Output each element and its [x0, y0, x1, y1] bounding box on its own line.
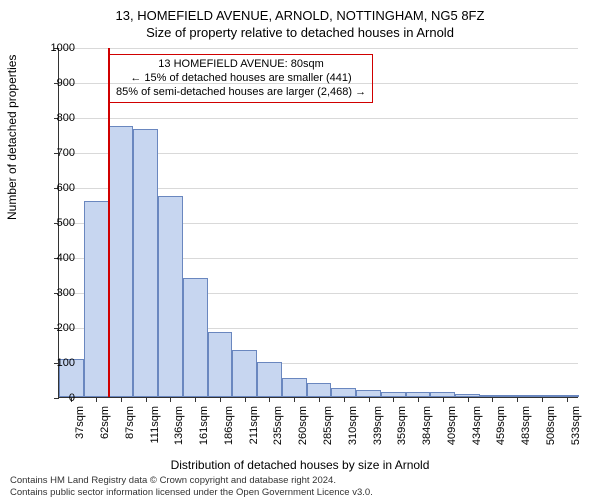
annotation-box: 13 HOMEFIELD AVENUE: 80sqm ← 15% of deta…	[109, 54, 373, 103]
x-tick-mark	[542, 397, 543, 402]
plot-area: 13 HOMEFIELD AVENUE: 80sqm ← 15% of deta…	[58, 48, 578, 398]
x-tick-mark	[468, 397, 469, 402]
x-tick-label: 384sqm	[421, 406, 433, 454]
histogram-bar	[307, 383, 332, 397]
annot-line-1: 13 HOMEFIELD AVENUE: 80sqm	[116, 58, 366, 72]
x-axis-label: Distribution of detached houses by size …	[0, 458, 600, 472]
x-tick-mark	[393, 397, 394, 402]
x-tick-label: 409sqm	[446, 406, 458, 454]
histogram-bar	[331, 388, 356, 397]
x-tick-label: 434sqm	[471, 406, 483, 454]
y-tick-label: 800	[35, 112, 75, 124]
annot-line-2: ← 15% of detached houses are smaller (44…	[116, 72, 366, 86]
y-tick-label: 0	[35, 392, 75, 404]
histogram-bar	[208, 332, 233, 397]
x-tick-label: 37sqm	[74, 406, 86, 454]
y-tick-label: 900	[35, 77, 75, 89]
footer: Contains HM Land Registry data © Crown c…	[10, 475, 373, 498]
x-tick-mark	[245, 397, 246, 402]
histogram-bar	[133, 129, 158, 397]
histogram-bar	[356, 390, 381, 397]
x-tick-label: 459sqm	[495, 406, 507, 454]
x-tick-label: 186sqm	[223, 406, 235, 454]
y-tick-label: 700	[35, 147, 75, 159]
x-tick-label: 87sqm	[124, 406, 136, 454]
x-tick-mark	[269, 397, 270, 402]
gridline	[59, 48, 578, 49]
x-tick-mark	[492, 397, 493, 402]
title-line-2: Size of property relative to detached ho…	[0, 25, 600, 40]
x-tick-label: 533sqm	[570, 406, 582, 454]
y-tick-label: 100	[35, 357, 75, 369]
title-line-1: 13, HOMEFIELD AVENUE, ARNOLD, NOTTINGHAM…	[0, 8, 600, 23]
gridline	[59, 118, 578, 119]
x-tick-mark	[418, 397, 419, 402]
x-tick-mark	[170, 397, 171, 402]
histogram-bar	[282, 378, 307, 397]
annot-line-3: 85% of semi-detached houses are larger (…	[116, 86, 366, 100]
footer-line-2: Contains public sector information licen…	[10, 487, 373, 498]
x-tick-mark	[121, 397, 122, 402]
y-tick-label: 400	[35, 252, 75, 264]
y-tick-label: 600	[35, 182, 75, 194]
x-tick-label: 285sqm	[322, 406, 334, 454]
x-tick-mark	[369, 397, 370, 402]
x-tick-mark	[195, 397, 196, 402]
y-tick-label: 300	[35, 287, 75, 299]
x-tick-label: 359sqm	[396, 406, 408, 454]
x-tick-label: 62sqm	[99, 406, 111, 454]
x-tick-label: 136sqm	[173, 406, 185, 454]
histogram-bar	[84, 201, 109, 397]
x-tick-mark	[517, 397, 518, 402]
x-tick-mark	[294, 397, 295, 402]
x-tick-label: 339sqm	[372, 406, 384, 454]
histogram-bar	[232, 350, 257, 397]
x-tick-mark	[96, 397, 97, 402]
x-tick-mark	[344, 397, 345, 402]
y-axis-label: Number of detached properties	[5, 55, 19, 220]
x-tick-label: 483sqm	[520, 406, 532, 454]
x-tick-label: 111sqm	[149, 406, 161, 454]
chart-container: 13, HOMEFIELD AVENUE, ARNOLD, NOTTINGHAM…	[0, 0, 600, 500]
y-tick-label: 500	[35, 217, 75, 229]
x-tick-mark	[146, 397, 147, 402]
x-tick-mark	[319, 397, 320, 402]
x-tick-label: 161sqm	[198, 406, 210, 454]
x-tick-label: 211sqm	[248, 406, 260, 454]
x-tick-mark	[220, 397, 221, 402]
x-tick-mark	[567, 397, 568, 402]
x-tick-label: 508sqm	[545, 406, 557, 454]
histogram-bar	[158, 196, 183, 397]
x-tick-mark	[443, 397, 444, 402]
histogram-bar	[109, 126, 134, 397]
y-tick-label: 200	[35, 322, 75, 334]
histogram-bar	[183, 278, 208, 397]
footer-line-1: Contains HM Land Registry data © Crown c…	[10, 475, 373, 486]
x-tick-label: 235sqm	[272, 406, 284, 454]
x-tick-label: 260sqm	[297, 406, 309, 454]
x-tick-label: 310sqm	[347, 406, 359, 454]
histogram-bar	[257, 362, 282, 397]
y-tick-label: 1000	[35, 42, 75, 54]
